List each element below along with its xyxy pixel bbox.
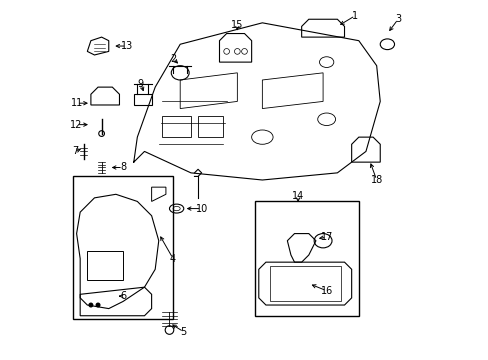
Text: 14: 14: [291, 191, 304, 201]
Circle shape: [96, 303, 100, 307]
Text: 5: 5: [180, 327, 186, 337]
Text: 1: 1: [351, 11, 358, 21]
Bar: [255, 202, 358, 316]
Text: 8: 8: [120, 162, 126, 172]
Circle shape: [89, 303, 93, 307]
Text: 9: 9: [138, 78, 143, 89]
Text: 4: 4: [170, 253, 176, 264]
Bar: [73, 176, 173, 319]
Text: 6: 6: [120, 291, 126, 301]
Text: 2: 2: [170, 54, 176, 64]
Text: 16: 16: [320, 286, 332, 296]
Text: 18: 18: [370, 175, 382, 185]
Text: 15: 15: [231, 19, 243, 30]
Text: 3: 3: [394, 14, 400, 24]
Text: 17: 17: [320, 232, 332, 242]
Text: 10: 10: [195, 203, 207, 213]
Text: 11: 11: [70, 98, 82, 108]
Text: 12: 12: [70, 120, 82, 130]
Text: 7: 7: [72, 147, 78, 157]
Text: 13: 13: [120, 41, 132, 51]
